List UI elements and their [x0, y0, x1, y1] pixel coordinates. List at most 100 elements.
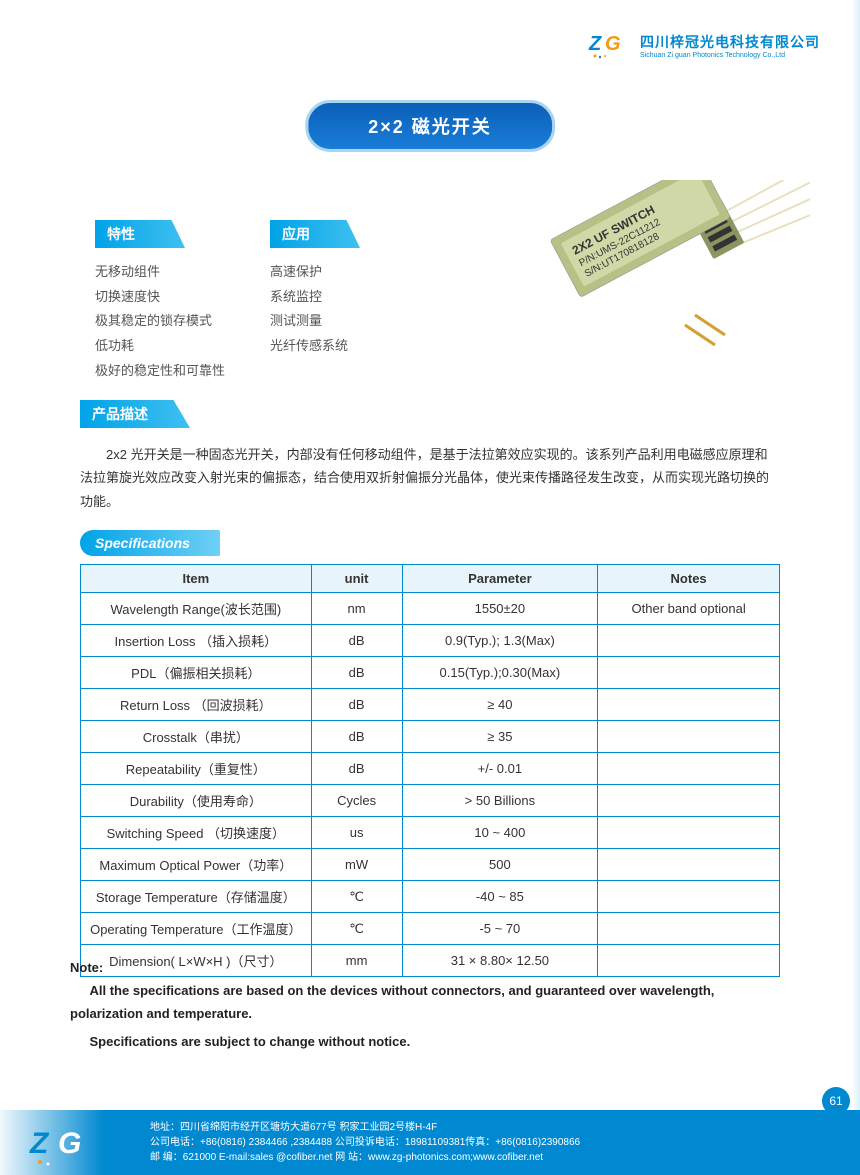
- col-header-notes: Notes: [598, 565, 780, 593]
- table-cell: [598, 881, 780, 913]
- footer-address: 地址：四川省绵阳市经开区塘坊大道677号 积家工业园2号楼H-4F: [150, 1120, 580, 1135]
- footer-tel: 公司电话：+86(0816) 2384466 ,2384488 公司投诉电话：1…: [150, 1135, 580, 1150]
- table-row: Switching Speed （切换速度）us10 ~ 400: [81, 817, 780, 849]
- feature-item: 无移动组件: [95, 260, 225, 285]
- feature-item: 极其稳定的锁存模式: [95, 309, 225, 334]
- table-cell: -5 ~ 70: [402, 913, 598, 945]
- page-footer: Z G 地址：四川省绵阳市经开区塘坊大道677号 积家工业园2号楼H-4F 公司…: [0, 1110, 860, 1175]
- table-row: Wavelength Range(波长范围)nm1550±20Other ban…: [81, 593, 780, 625]
- table-cell: [598, 913, 780, 945]
- table-cell: dB: [311, 753, 402, 785]
- description-tag: 产品描述: [80, 400, 190, 428]
- table-row: Repeatability（重复性）dB+/- 0.01: [81, 753, 780, 785]
- table-row: Maximum Optical Power（功率）mW500: [81, 849, 780, 881]
- table-cell: ℃: [311, 913, 402, 945]
- svg-text:G: G: [58, 1127, 81, 1160]
- applications-tag: 应用: [270, 220, 360, 248]
- applications-section: 应用 高速保护 系统监控 测试测量 光纤传感系统: [270, 220, 360, 359]
- table-cell: [598, 625, 780, 657]
- table-cell: Crosstalk（串扰）: [81, 721, 312, 753]
- table-cell: > 50 Billions: [402, 785, 598, 817]
- table-cell: [598, 817, 780, 849]
- description-text: 2x2 光开关是一种固态光开关，内部没有任何移动组件，是基于法拉第效应实现的。该…: [80, 443, 780, 513]
- table-cell: us: [311, 817, 402, 849]
- table-cell: Storage Temperature（存储温度）: [81, 881, 312, 913]
- notes-section: Note: All the specifications are based o…: [70, 960, 790, 1053]
- col-header-parameter: Parameter: [402, 565, 598, 593]
- table-cell: Switching Speed （切换速度）: [81, 817, 312, 849]
- table-cell: dB: [311, 625, 402, 657]
- company-header: Z G 四川梓冠光电科技有限公司 Sichuan Zi guan Photoni…: [587, 30, 820, 60]
- table-cell: Repeatability（重复性）: [81, 753, 312, 785]
- application-item: 光纤传感系统: [270, 334, 360, 359]
- application-item: 系统监控: [270, 285, 360, 310]
- table-cell: +/- 0.01: [402, 753, 598, 785]
- table-cell: ≥ 35: [402, 721, 598, 753]
- table-cell: Insertion Loss （插入损耗）: [81, 625, 312, 657]
- table-row: Crosstalk（串扰）dB≥ 35: [81, 721, 780, 753]
- company-name-en: Sichuan Zi guan Photonics Technology Co.…: [640, 52, 820, 59]
- table-cell: ℃: [311, 881, 402, 913]
- table-cell: 0.15(Typ.);0.30(Max): [402, 657, 598, 689]
- product-image: 2X2 UF SWITCH P/N:UMS-22C11212 S/N:UT170…: [490, 180, 810, 380]
- applications-list: 高速保护 系统监控 测试测量 光纤传感系统: [270, 260, 360, 359]
- table-cell: Return Loss （回波损耗）: [81, 689, 312, 721]
- specifications-tag: Specifications: [80, 530, 220, 556]
- table-cell: Cycles: [311, 785, 402, 817]
- table-cell: nm: [311, 593, 402, 625]
- table-cell: 500: [402, 849, 598, 881]
- table-cell: PDL（偏振相关损耗）: [81, 657, 312, 689]
- col-header-unit: unit: [311, 565, 402, 593]
- table-row: Insertion Loss （插入损耗）dB0.9(Typ.); 1.3(Ma…: [81, 625, 780, 657]
- col-header-item: Item: [81, 565, 312, 593]
- table-cell: Maximum Optical Power（功率）: [81, 849, 312, 881]
- footer-email: 邮 编：621000 E-mail:sales @cofiber.net 网 站…: [150, 1150, 580, 1165]
- description-section: 产品描述 2x2 光开关是一种固态光开关，内部没有任何移动组件，是基于法拉第效应…: [80, 400, 780, 513]
- note-title: Note:: [70, 960, 790, 975]
- specifications-section: Specifications Item unit Parameter Notes…: [80, 530, 780, 977]
- company-name-cn: 四川梓冠光电科技有限公司: [640, 32, 820, 52]
- table-cell: Wavelength Range(波长范围): [81, 593, 312, 625]
- table-row: Durability（使用寿命）Cycles> 50 Billions: [81, 785, 780, 817]
- table-row: Operating Temperature（工作温度）℃-5 ~ 70: [81, 913, 780, 945]
- logo-icon: Z G: [587, 30, 632, 60]
- table-cell: ≥ 40: [402, 689, 598, 721]
- table-cell: [598, 657, 780, 689]
- table-cell: dB: [311, 689, 402, 721]
- feature-item: 低功耗: [95, 334, 225, 359]
- features-list: 无移动组件 切换速度快 极其稳定的锁存模式 低功耗 极好的稳定性和可靠性: [95, 260, 225, 383]
- note-line: All the specifications are based on the …: [70, 979, 790, 1026]
- table-header-row: Item unit Parameter Notes: [81, 565, 780, 593]
- table-row: Storage Temperature（存储温度）℃-40 ~ 85: [81, 881, 780, 913]
- table-cell: Durability（使用寿命）: [81, 785, 312, 817]
- table-cell: -40 ~ 85: [402, 881, 598, 913]
- table-row: PDL（偏振相关损耗）dB0.15(Typ.);0.30(Max): [81, 657, 780, 689]
- table-cell: [598, 753, 780, 785]
- footer-contact: 地址：四川省绵阳市经开区塘坊大道677号 积家工业园2号楼H-4F 公司电话：+…: [150, 1120, 580, 1165]
- feature-item: 极好的稳定性和可靠性: [95, 359, 225, 384]
- table-row: Return Loss （回波损耗）dB≥ 40: [81, 689, 780, 721]
- table-cell: dB: [311, 721, 402, 753]
- footer-logo-icon: Z G: [20, 1118, 120, 1168]
- table-cell: [598, 721, 780, 753]
- table-cell: Other band optional: [598, 593, 780, 625]
- product-title: 2×2 磁光开关: [305, 100, 555, 152]
- table-cell: mW: [311, 849, 402, 881]
- table-cell: 10 ~ 400: [402, 817, 598, 849]
- svg-text:Z: Z: [588, 33, 602, 55]
- features-section: 特性 无移动组件 切换速度快 极其稳定的锁存模式 低功耗 极好的稳定性和可靠性: [95, 220, 225, 383]
- side-decoration: [852, 0, 860, 1175]
- svg-text:Z: Z: [29, 1127, 50, 1160]
- note-line: Specifications are subject to change wit…: [70, 1030, 790, 1053]
- application-item: 测试测量: [270, 309, 360, 334]
- table-cell: [598, 849, 780, 881]
- table-cell: 0.9(Typ.); 1.3(Max): [402, 625, 598, 657]
- application-item: 高速保护: [270, 260, 360, 285]
- table-cell: [598, 689, 780, 721]
- features-tag: 特性: [95, 220, 185, 248]
- table-cell: [598, 785, 780, 817]
- specifications-table: Item unit Parameter Notes Wavelength Ran…: [80, 564, 780, 977]
- table-cell: 1550±20: [402, 593, 598, 625]
- feature-item: 切换速度快: [95, 285, 225, 310]
- table-cell: dB: [311, 657, 402, 689]
